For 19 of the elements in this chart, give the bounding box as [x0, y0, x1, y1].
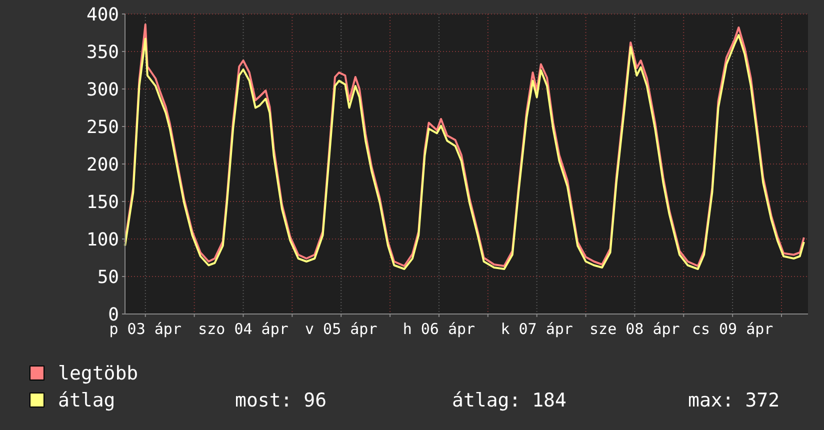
- y-tick-label: 50: [97, 266, 119, 288]
- y-tick-label: 100: [86, 229, 119, 250]
- y-tick-label: 350: [86, 42, 119, 63]
- x-tick-label: h 06 ápr: [402, 320, 476, 338]
- y-tick-label: 300: [86, 79, 119, 100]
- x-tick-label: szo 04 ápr: [198, 320, 288, 338]
- legend-label: átlag: [58, 390, 116, 412]
- x-tick-label: k 07 ápr: [500, 320, 573, 338]
- x-tick-label: cs 09 ápr: [692, 320, 774, 338]
- text: átlag: 184: [452, 390, 566, 412]
- y-tick-label: 400: [86, 4, 119, 26]
- y-tick-label: 250: [86, 116, 119, 138]
- x-tick-label: sze 08 ápr: [590, 320, 680, 338]
- text: max: 372: [688, 390, 780, 412]
- x-tick-label: v 05 ápr: [304, 320, 378, 338]
- y-tick-label: 200: [86, 154, 119, 176]
- legend-label: legtöbb: [58, 362, 138, 385]
- text: most: 96: [235, 390, 327, 412]
- y-tick-label: 150: [86, 192, 119, 213]
